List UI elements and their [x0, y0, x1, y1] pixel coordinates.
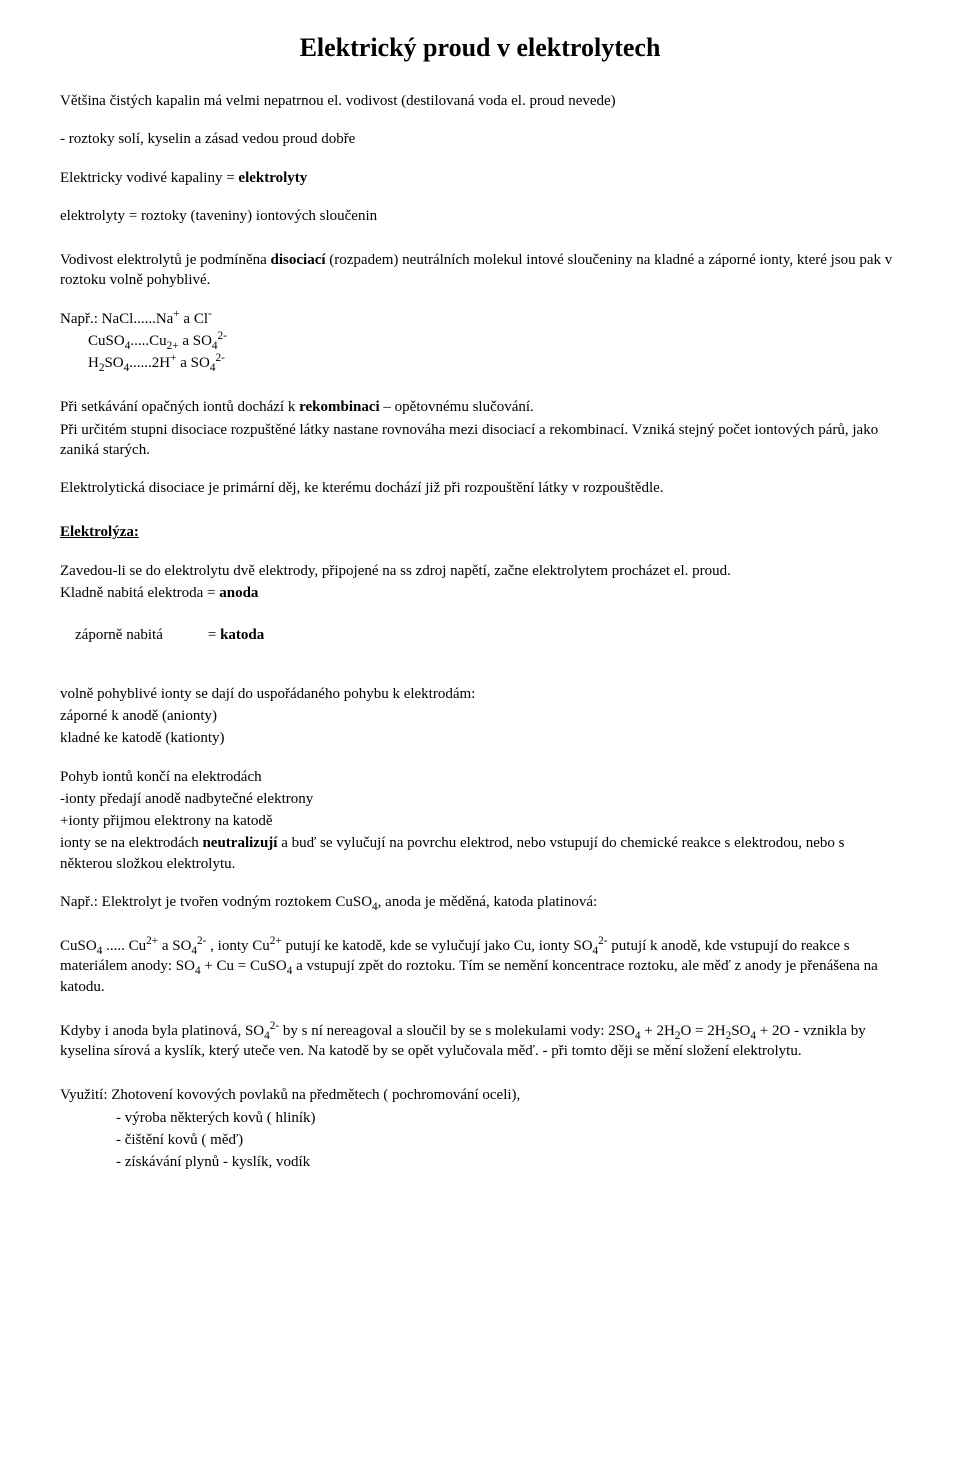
example-cuso4-setup: Např.: Elektrolyt je tvořen vodným rozto…	[60, 892, 900, 912]
text: SO	[731, 1023, 750, 1039]
text: záporně nabitá =	[75, 627, 220, 643]
text: – opětovnému slučování.	[380, 399, 534, 415]
plus-ions: +ionty přijmou elektrony na katodě	[60, 811, 900, 831]
text: SO	[104, 355, 123, 371]
text: Např.: Elektrolyt je tvořen vodným rozto…	[60, 894, 372, 910]
text: Kladně nabitá elektroda =	[60, 585, 219, 601]
recombination-2: Při určitém stupni disociace rozpuštěné …	[60, 420, 900, 461]
term-electrolytes: elektrolyty	[238, 170, 307, 186]
cathode-line: záporně nabitá = katoda	[60, 605, 900, 666]
text: Elektricky vodivé kapaliny =	[60, 170, 238, 186]
term-anoda: anoda	[219, 585, 258, 601]
def-electrolytes-2: elektrolyty = roztoky (taveniny) iontový…	[60, 206, 900, 226]
example-h2so4: H2SO4......2H+ a SO42-	[60, 353, 900, 373]
example-cuso4: CuSO4.....Cu2+ a SO42-	[60, 331, 900, 351]
text: ..... Cu	[102, 938, 146, 954]
sup: 2-	[598, 935, 607, 947]
electrolysis-intro: Zavedou-li se do elektrolytu dvě elektro…	[60, 561, 900, 581]
sup: 2+	[146, 935, 158, 947]
text: O = 2H	[680, 1023, 725, 1039]
text: a SO	[179, 333, 212, 349]
anions: záporné k anodě (anionty)	[60, 706, 900, 726]
usage-3: - získávání plynů - kyslík, vodík	[60, 1152, 900, 1172]
text: CuSO	[60, 938, 97, 954]
recombination-1: Při setkávání opačných iontů dochází k r…	[60, 397, 900, 417]
usage-2: - čištění kovů ( měď)	[60, 1130, 900, 1150]
sup: 2-	[270, 1020, 279, 1032]
minus-ions: -ionty předají anodě nadbytečné elektron…	[60, 789, 900, 809]
text: a Cl	[180, 311, 208, 327]
intro-1: Většina čistých kapalin má velmi nepatrn…	[60, 91, 900, 111]
text: + 2H	[641, 1023, 675, 1039]
text: by s ní nereagoval a sloučil by se s mol…	[279, 1023, 635, 1039]
term-neutralizuji: neutralizují	[202, 835, 277, 851]
intro-2: - roztoky solí, kyselin a zásad vedou pr…	[60, 129, 900, 149]
sup: 2-	[218, 330, 227, 342]
cations: kladné ke katodě (kationty)	[60, 728, 900, 748]
anode-line: Kladně nabitá elektroda = anoda	[60, 583, 900, 603]
neutralize: ionty se na elektrodách neutralizují a b…	[60, 833, 900, 874]
document-page: Elektrický proud v elektrolytech Většina…	[0, 0, 960, 1212]
example-cuso4-reaction: CuSO4 ..... Cu2+ a SO42- , ionty Cu2+ pu…	[60, 936, 900, 997]
usage-lead: Využití: Zhotovení kovových povlaků na p…	[60, 1085, 900, 1105]
text: CuSO	[88, 333, 125, 349]
text: .....Cu	[130, 333, 166, 349]
electrode-end: Pohyb iontů končí na elektrodách	[60, 767, 900, 787]
sup: 2+	[270, 935, 282, 947]
text: + Cu = CuSO	[201, 958, 287, 974]
ion-movement-lead: volně pohyblivé ionty se dají do uspořád…	[60, 684, 900, 704]
heading-electrolysis: Elektrolýza:	[60, 522, 900, 542]
text: Kdyby i anoda byla platinová, SO	[60, 1023, 264, 1039]
def-electrolytes: Elektricky vodivé kapaliny = elektrolyty	[60, 168, 900, 188]
text: ......2H	[129, 355, 170, 371]
example-nacl: Např.: NaCl......Na+ a Cl-	[60, 309, 900, 329]
example-platinum-anode: Kdyby i anoda byla platinová, SO42- by s…	[60, 1021, 900, 1062]
text: a SO	[176, 355, 209, 371]
text: , ionty Cu	[206, 938, 269, 954]
sup: -	[208, 308, 212, 320]
text: Při setkávání opačných iontů dochází k	[60, 399, 299, 415]
text: ionty se na elektrodách	[60, 835, 202, 851]
term-rekombinaci: rekombinaci	[299, 399, 380, 415]
text: putují ke katodě, kde se vylučují jako C…	[282, 938, 593, 954]
text: H	[88, 355, 99, 371]
sup: 2-	[197, 935, 206, 947]
page-title: Elektrický proud v elektrolytech	[60, 30, 900, 65]
heading-text: Elektrolýza:	[60, 524, 139, 540]
usage-1: - výroba některých kovů ( hliník)	[60, 1108, 900, 1128]
term-katoda: katoda	[220, 627, 264, 643]
sub: 2+	[167, 340, 179, 352]
term-disociaci: disociací	[271, 252, 326, 268]
primary-process: Elektrolytická disociace je primární děj…	[60, 478, 900, 498]
text: a SO	[158, 938, 191, 954]
text: , anoda je měděná, katoda platinová:	[378, 894, 598, 910]
text: Vodivost elektrolytů je podmíněna	[60, 252, 271, 268]
text: Např.: NaCl......Na	[60, 311, 173, 327]
dissociation-para: Vodivost elektrolytů je podmíněna disoci…	[60, 250, 900, 291]
sup: 2-	[215, 352, 224, 364]
